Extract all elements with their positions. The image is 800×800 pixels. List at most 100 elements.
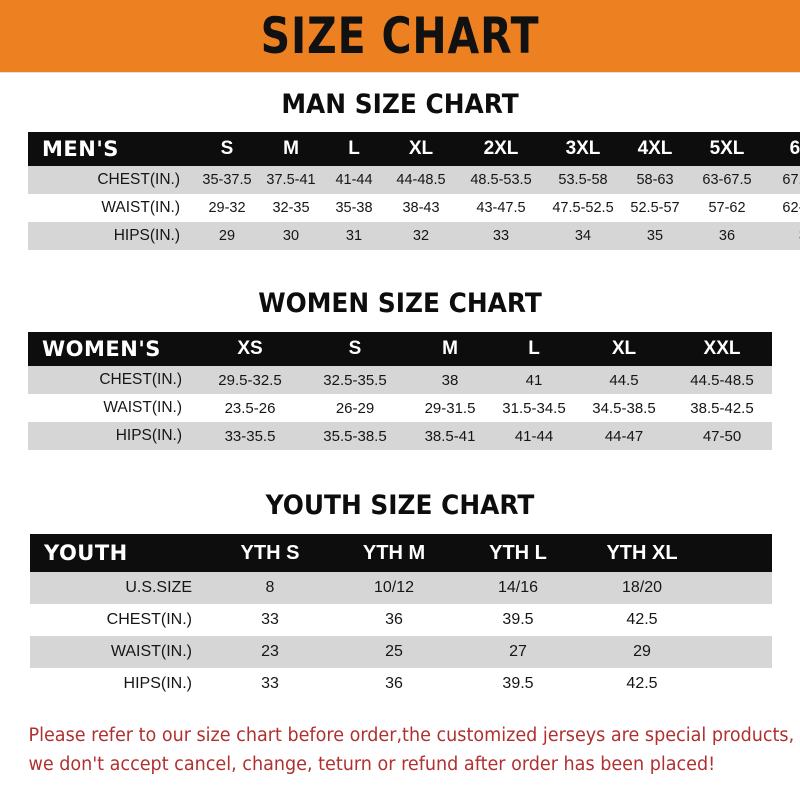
youth-waist-m: 25 xyxy=(385,643,403,660)
man-chest-xl: 44-48.5 xyxy=(396,172,446,188)
women-chest-xxl: 44.5-48.5 xyxy=(690,371,754,389)
man-waist-s: 29-32 xyxy=(208,200,246,216)
women-chest-xl: 44.5 xyxy=(609,371,639,389)
youth-row-filler xyxy=(704,668,772,700)
man-chest-l: 41-44 xyxy=(335,172,373,188)
man-waist-4xl: 52.5-57 xyxy=(630,200,680,216)
man-waist-2xl: 43-47.5 xyxy=(476,200,526,216)
table-row: HIPS(IN.) 33-35.5 35.5-38.5 38.5-41 41-4… xyxy=(28,422,772,450)
youth-hips-l: 39.5 xyxy=(502,675,534,692)
man-chest-m: 37.5-41 xyxy=(266,172,316,188)
man-chest-2xl: 48.5-53.5 xyxy=(470,172,532,188)
man-hips-4xl: 35 xyxy=(646,228,664,244)
women-size-col-l: L xyxy=(528,338,540,359)
man-size-col-5xl: 5XL xyxy=(709,138,745,159)
man-waist-5xl: 57-62 xyxy=(708,200,746,216)
man-size-col-l: L xyxy=(348,138,360,159)
youth-ussize-m: 10/12 xyxy=(373,579,415,596)
youth-row-label-ussize: U.S.SIZE xyxy=(125,579,192,596)
women-row-label-chest: CHEST(IN.) xyxy=(99,371,182,388)
man-table-header-row: MEN'S S M L XL 2XL 3XL 4XL 5XL 6XL xyxy=(28,132,800,166)
women-corner-label: WOMEN'S xyxy=(42,337,161,361)
women-hips-xl: 44-47 xyxy=(604,427,644,445)
man-row-label-waist: WAIST(IN.) xyxy=(101,199,180,216)
man-chest-s: 35-37.5 xyxy=(202,172,252,188)
women-waist-s: 26-29 xyxy=(335,399,375,417)
youth-table-header-row: YOUTH YTH S YTH M YTH L YTH XL xyxy=(30,534,772,572)
youth-row-filler xyxy=(704,604,772,636)
table-row: HIPS(IN.) 33 36 39.5 42.5 xyxy=(30,668,772,700)
women-size-col-xs: XS xyxy=(237,338,263,359)
youth-row-label-hips: HIPS(IN.) xyxy=(123,675,192,692)
women-chest-m: 38 xyxy=(441,371,459,389)
table-row: U.S.SIZE 8 10/12 14/16 18/20 xyxy=(30,572,772,604)
man-chest-4xl: 58-63 xyxy=(636,172,674,188)
youth-size-col-s: YTH S xyxy=(240,541,300,564)
women-chest-s: 32.5-35.5 xyxy=(323,371,387,389)
page-title: SIZE CHART xyxy=(260,7,540,65)
youth-ussize-l: 14/16 xyxy=(497,579,539,596)
youth-chest-l: 39.5 xyxy=(502,611,534,628)
man-hips-s: 29 xyxy=(218,228,236,244)
women-waist-l: 31.5-34.5 xyxy=(502,399,566,417)
women-table-header-row: WOMEN'S XS S M L XL XXL xyxy=(28,332,772,366)
table-row: WAIST(IN.) 23 25 27 29 xyxy=(30,636,772,668)
youth-chest-m: 36 xyxy=(385,611,403,628)
table-row: CHEST(IN.) 35-37.5 37.5-41 41-44 44-48.5… xyxy=(28,166,800,194)
women-chest-xs: 29.5-32.5 xyxy=(218,371,282,389)
youth-hips-s: 33 xyxy=(261,675,279,692)
section-spacer xyxy=(0,250,800,266)
youth-row-filler xyxy=(704,572,772,604)
man-size-col-m: M xyxy=(283,138,299,159)
table-row: HIPS(IN.) 29 30 31 32 33 34 35 36 37 xyxy=(28,222,800,250)
women-waist-xl: 34.5-38.5 xyxy=(592,399,656,417)
man-size-col-3xl: 3XL xyxy=(565,138,601,159)
youth-chest-xl: 42.5 xyxy=(626,611,658,628)
women-waist-xxl: 38.5-42.5 xyxy=(690,399,754,417)
man-hips-2xl: 33 xyxy=(492,228,510,244)
youth-size-col-l: YTH L xyxy=(489,541,547,564)
youth-ussize-xl: 18/20 xyxy=(621,579,663,596)
women-section-title: WOMEN SIZE CHART xyxy=(258,288,542,319)
order-policy-note-line-2: we don't accept cancel, change, teturn o… xyxy=(28,753,716,775)
man-hips-l: 31 xyxy=(345,228,363,244)
man-chest-6xl: 67.5-72 xyxy=(782,172,800,188)
man-size-col-s: S xyxy=(220,138,234,159)
page-banner: SIZE CHART xyxy=(0,0,800,73)
women-hips-xs: 33-35.5 xyxy=(224,427,276,445)
man-chest-3xl: 53.5-58 xyxy=(558,172,608,188)
women-hips-m: 38.5-41 xyxy=(424,427,476,445)
man-size-col-xl: XL xyxy=(408,138,434,159)
man-hips-3xl: 34 xyxy=(574,228,592,244)
women-row-label-waist: WAIST(IN.) xyxy=(103,399,182,416)
man-waist-l: 35-38 xyxy=(335,200,373,216)
man-size-table: MEN'S S M L XL 2XL 3XL 4XL 5XL 6XL CHEST… xyxy=(28,132,800,250)
youth-hips-m: 36 xyxy=(385,675,403,692)
man-size-col-6xl: 6XL xyxy=(789,138,800,159)
women-row-label-hips: HIPS(IN.) xyxy=(115,427,182,444)
youth-waist-l: 27 xyxy=(509,643,527,660)
man-row-label-chest: CHEST(IN.) xyxy=(97,171,180,188)
youth-row-label-waist: WAIST(IN.) xyxy=(110,643,192,660)
man-hips-xl: 32 xyxy=(412,228,430,244)
women-hips-l: 41-44 xyxy=(514,427,554,445)
women-waist-xs: 23.5-26 xyxy=(224,399,276,417)
women-waist-m: 29-31.5 xyxy=(424,399,476,417)
order-policy-note-line-1: Please refer to our size chart before or… xyxy=(28,725,795,746)
order-policy-note: Please refer to our size chart before or… xyxy=(0,722,795,779)
youth-waist-s: 23 xyxy=(261,643,279,660)
man-waist-3xl: 47.5-52.5 xyxy=(552,200,614,216)
women-size-col-xl: XL xyxy=(611,338,637,359)
women-hips-s: 35.5-38.5 xyxy=(323,427,387,445)
youth-header-filler xyxy=(704,534,772,572)
table-row: WAIST(IN.) 29-32 32-35 35-38 38-43 43-47… xyxy=(28,194,800,222)
man-size-col-4xl: 4XL xyxy=(637,138,673,159)
youth-size-col-m: YTH M xyxy=(362,541,426,564)
youth-size-table: YOUTH YTH S YTH M YTH L YTH XL U.S.SIZE … xyxy=(30,534,772,700)
youth-hips-xl: 42.5 xyxy=(626,675,658,692)
youth-corner-label: YOUTH xyxy=(44,541,128,565)
youth-row-label-chest: CHEST(IN.) xyxy=(106,611,192,628)
youth-section-title: YOUTH SIZE CHART xyxy=(265,490,535,521)
man-hips-m: 30 xyxy=(282,228,300,244)
